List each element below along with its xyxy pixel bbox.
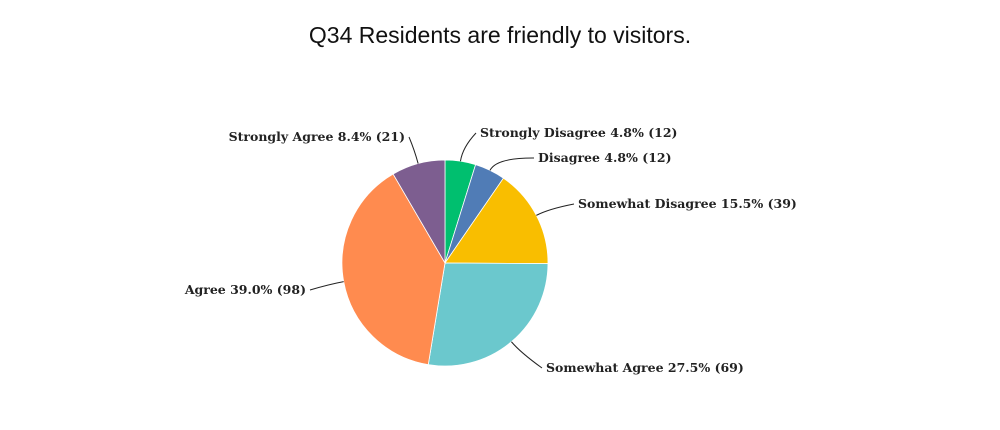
leader-line	[309, 281, 344, 291]
chart-title: Q34 Residents are friendly to visitors.	[308, 22, 692, 48]
slice-label: Strongly Disagree 4.8% (12)	[480, 125, 677, 140]
pie-slice-strongly-agree	[392, 159, 446, 265]
leader-lines	[309, 132, 575, 369]
leader-line	[489, 157, 535, 171]
pie-slice-somewhat-agree	[427, 262, 549, 367]
slice-label: Somewhat Disagree 15.5% (39)	[578, 196, 797, 211]
slice-label: Somewhat Agree 27.5% (69)	[546, 360, 744, 375]
slice-label: Strongly Agree 8.4% (21)	[229, 129, 405, 144]
slice-label: Agree 39.0% (98)	[184, 282, 306, 297]
leader-line	[511, 341, 543, 369]
leader-line	[459, 132, 477, 162]
pie-slices	[341, 159, 549, 367]
leader-line	[408, 136, 419, 164]
slice-labels: Strongly Disagree 4.8% (12) Disagree 4.8%…	[184, 125, 797, 375]
leader-line	[536, 203, 575, 216]
slice-label: Disagree 4.8% (12)	[538, 150, 672, 165]
